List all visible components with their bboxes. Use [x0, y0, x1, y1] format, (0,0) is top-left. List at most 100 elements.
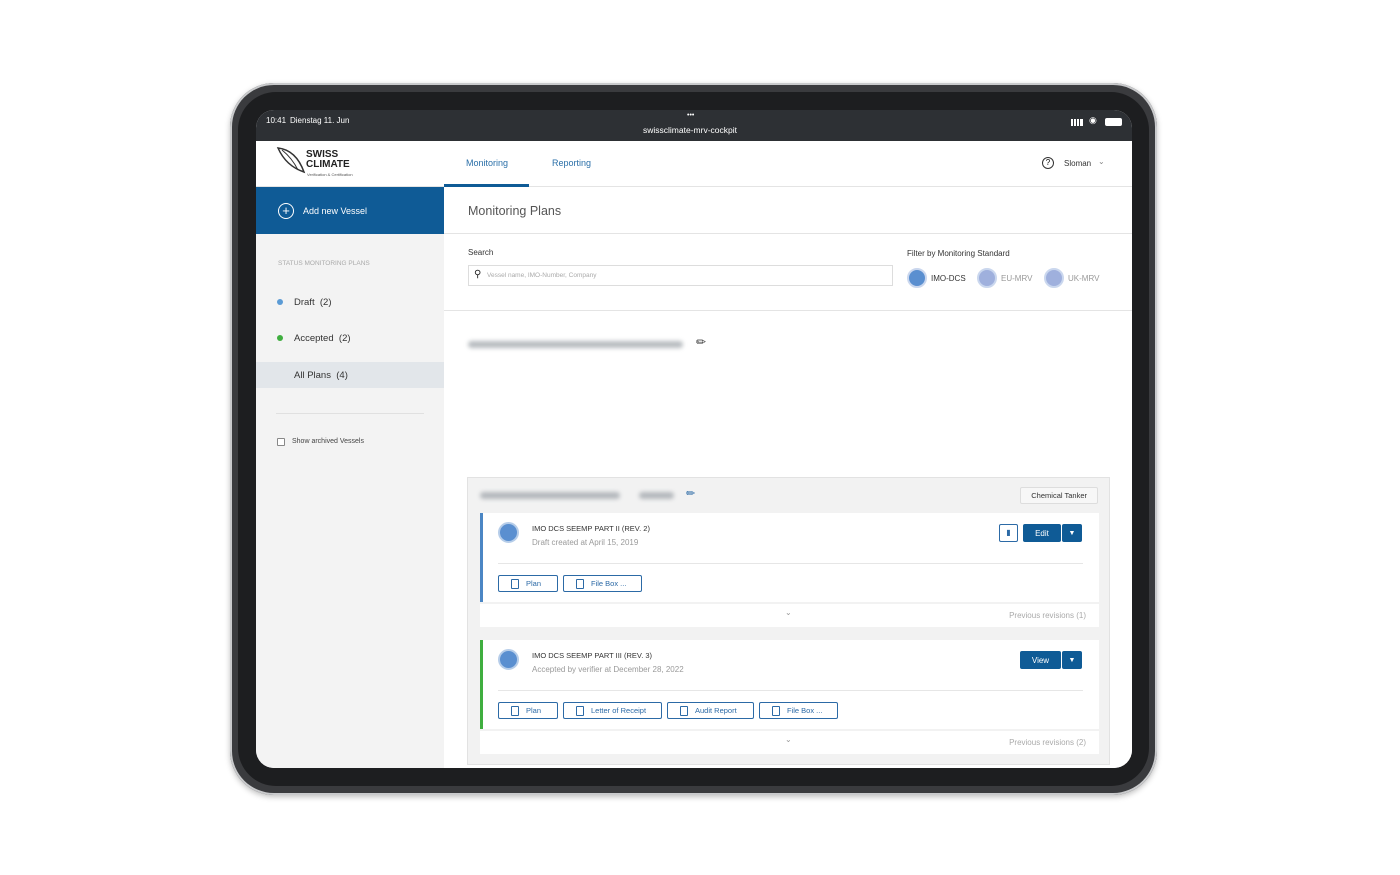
label: All Plans — [294, 369, 331, 381]
button-label: Letter of Receipt — [591, 706, 647, 715]
draft-dot-icon — [277, 299, 283, 305]
label: Accepted — [294, 332, 334, 344]
add-vessel-label: Add new Vessel — [303, 205, 368, 216]
edit-pencil-icon[interactable]: ✏ — [696, 335, 707, 349]
filter-label: Filter by Monitoring Standard — [907, 249, 1010, 258]
label: Draft — [294, 296, 315, 308]
plan-card: IMO DCS SEEMP PART III (REV. 3) Accepted … — [480, 640, 1099, 729]
previous-revisions-link[interactable]: Previous revisions (1) — [1009, 611, 1086, 620]
divider — [444, 310, 1132, 311]
tab-reporting[interactable]: Reporting — [552, 158, 592, 168]
filter-label: EU-MRV — [1001, 273, 1033, 283]
file-box-icon — [576, 578, 584, 589]
vessel-name-redacted — [480, 492, 620, 499]
divider — [276, 413, 424, 414]
imo-emblem-icon — [498, 649, 519, 670]
brand-line2: CLIMATE — [306, 159, 350, 170]
more-icon[interactable]: ••• — [687, 112, 695, 119]
document-download-icon — [511, 705, 519, 716]
company-name-redacted — [468, 341, 683, 348]
vessel-type-tag: Chemical Tanker — [1020, 487, 1098, 504]
sidebar-item-accepted[interactable]: Accepted (2) — [256, 325, 444, 351]
show-archived-label: Show archived Vessels — [292, 438, 364, 445]
search-placeholder: Vessel name, IMO-Number, Company — [487, 272, 597, 279]
button-label: Plan — [526, 579, 542, 588]
imo-number-redacted — [639, 492, 674, 499]
status-time: 10:41 — [266, 116, 287, 125]
search-icon: ⚲ — [474, 269, 482, 280]
add-vessel-button[interactable]: + Add new Vessel — [256, 187, 444, 234]
standard-emblem-icon — [1044, 268, 1064, 288]
plus-circle-icon: + — [278, 202, 294, 219]
plan-subtitle: Accepted by verifier at December 28, 202… — [532, 665, 684, 674]
plan-title: IMO DCS SEEMP PART III (REV. 3) — [532, 651, 653, 660]
delete-button[interactable]: ▮ — [999, 524, 1018, 542]
accepted-dot-icon — [277, 335, 283, 341]
previous-revisions-row[interactable]: ⌄ Previous revisions (2) — [480, 731, 1099, 754]
file-box-button[interactable]: File Box ... — [563, 575, 642, 592]
dropdown-caret-button[interactable]: ▼ — [1062, 524, 1082, 542]
tab-monitoring[interactable]: Monitoring — [466, 158, 509, 168]
document-download-icon — [511, 578, 519, 589]
section-title: STATUS MONITORING PLANS — [278, 260, 370, 267]
active-tab-indicator — [444, 184, 529, 187]
previous-revisions-link[interactable]: Previous revisions (2) — [1009, 738, 1086, 747]
vessel-group: ✏ Chemical Tanker IMO DCS SEEMP PART II (R… — [467, 477, 1110, 765]
file-box-button[interactable]: File Box ... — [759, 702, 838, 719]
chevron-down-icon[interactable]: ⌄ — [785, 735, 792, 744]
sidebar-item-draft[interactable]: Draft (2) — [256, 289, 444, 315]
signal-icon — [1071, 119, 1083, 126]
button-label: Plan — [526, 706, 542, 715]
leaf-logo-icon — [276, 147, 306, 174]
document-download-icon — [680, 705, 688, 716]
show-archived-checkbox[interactable] — [277, 438, 285, 446]
edit-button[interactable]: Edit — [1023, 524, 1061, 542]
previous-revisions-row[interactable]: ⌄ Previous revisions (1) — [480, 604, 1099, 627]
filter-eu-mrv[interactable]: EU-MRV — [977, 267, 1032, 289]
dropdown-caret-button[interactable]: ▼ — [1062, 651, 1082, 669]
divider — [498, 690, 1083, 691]
wifi-icon: ◉ — [1089, 115, 1097, 125]
divider — [444, 233, 1132, 234]
plan-subtitle: Draft created at April 15, 2019 — [532, 538, 639, 547]
user-menu[interactable]: Sloman — [1064, 159, 1092, 168]
file-box-icon — [772, 705, 780, 716]
count: (2) — [338, 332, 351, 344]
chevron-down-icon[interactable]: ⌄ — [785, 608, 792, 617]
sidebar-item-all-plans[interactable]: All Plans (4) — [256, 362, 444, 388]
plan-button[interactable]: Plan — [498, 702, 558, 719]
page-title: Monitoring Plans — [468, 204, 562, 218]
main-content: Monitoring Plans Search ⚲ Vessel name, I… — [444, 187, 1132, 768]
button-label: Audit Report — [695, 706, 737, 715]
search-label: Search — [468, 248, 494, 257]
plan-card: IMO DCS SEEMP PART II (REV. 2) Draft crea… — [480, 513, 1099, 602]
edit-pencil-icon[interactable]: ✏ — [686, 488, 696, 500]
search-input[interactable]: ⚲ Vessel name, IMO-Number, Company — [468, 265, 893, 286]
url[interactable]: swissclimate-mrv-cockpit — [643, 125, 737, 135]
standard-emblem-icon — [907, 268, 927, 288]
imo-emblem-icon — [498, 522, 519, 543]
count: (4) — [336, 369, 348, 381]
button-label: File Box ... — [787, 706, 823, 715]
screen: 10:41 Dienstag 11. Jun ••• swissclimate-… — [256, 110, 1132, 768]
top-header: SWISS CLIMATE Verification & Certificati… — [256, 141, 1132, 187]
help-icon[interactable]: ? — [1042, 157, 1054, 169]
filter-label: IMO-DCS — [931, 273, 966, 283]
battery-icon — [1105, 118, 1122, 126]
view-button[interactable]: View — [1020, 651, 1061, 669]
status-date: Dienstag 11. Jun — [290, 116, 350, 125]
plan-title: IMO DCS SEEMP PART II (REV. 2) — [532, 524, 650, 533]
count: (2) — [319, 296, 332, 308]
audit-report-button[interactable]: Audit Report — [667, 702, 754, 719]
standard-emblem-icon — [977, 268, 997, 288]
filter-uk-mrv[interactable]: UK-MRV — [1044, 267, 1099, 289]
filter-label: UK-MRV — [1068, 273, 1100, 283]
plan-button[interactable]: Plan — [498, 575, 558, 592]
trash-icon: ▮ — [1006, 528, 1011, 537]
document-download-icon — [576, 705, 584, 716]
letter-of-receipt-button[interactable]: Letter of Receipt — [563, 702, 662, 719]
chevron-down-icon[interactable]: ⌄ — [1098, 157, 1105, 166]
button-label: File Box ... — [591, 579, 627, 588]
brand-tagline: Verification & Certification — [307, 172, 353, 177]
filter-imo-dcs[interactable]: IMO-DCS — [907, 267, 966, 289]
